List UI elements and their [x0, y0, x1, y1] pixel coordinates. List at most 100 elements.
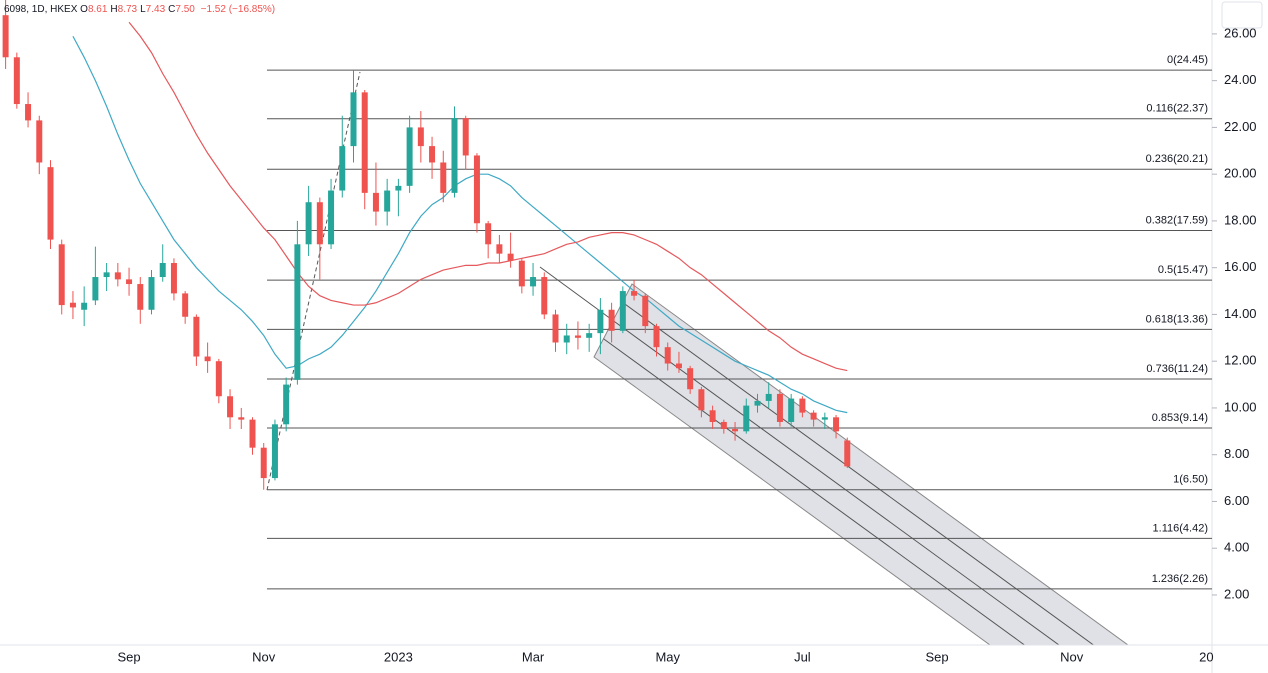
candle-body [799, 398, 806, 413]
candle-body [642, 295, 649, 327]
trend-line [266, 71, 361, 491]
candle-body [361, 92, 368, 193]
candle-body [260, 447, 267, 479]
ma-line [128, 21, 848, 372]
legend-key: L [140, 4, 146, 15]
candle-body [249, 419, 256, 448]
candle-body [597, 309, 604, 334]
channel-line [612, 320, 1060, 645]
candle-body [619, 291, 626, 331]
candle-body [833, 417, 840, 432]
candle-body [384, 190, 391, 212]
fib-label: 0.382(17.59) [1146, 214, 1208, 226]
x-tick-label: Sep [117, 649, 140, 664]
candle-body [47, 167, 54, 240]
candle-body [720, 421, 727, 429]
y-tick-label: 18.00 [1224, 212, 1257, 227]
candle-body [810, 412, 817, 420]
candle-body [69, 302, 76, 308]
candle-body [283, 384, 290, 425]
candle-body [675, 363, 682, 369]
candle-body [754, 400, 761, 406]
candle-body [485, 223, 492, 245]
candle-body [126, 279, 133, 285]
x-tick-label: Jul [794, 649, 811, 664]
y-tick-label: 12.00 [1224, 353, 1257, 368]
fib-label: 0.736(11.24) [1146, 363, 1208, 375]
candle-body [417, 127, 424, 147]
candle-body [507, 253, 514, 261]
candle-body [844, 440, 851, 467]
y-tick-label: 10.00 [1224, 399, 1257, 414]
candle-body [182, 293, 189, 317]
channel-line [622, 301, 1094, 645]
candle-body [2, 15, 9, 58]
candle-body [473, 155, 480, 224]
candle-body [58, 244, 65, 306]
candle-body [440, 162, 447, 193]
plot-area: 0(24.45) 0.116(22.37) 0.236(20.21) 0.382(17… [2, 0, 1212, 590]
candle-body [709, 410, 716, 422]
candle-body [608, 309, 615, 331]
candle-body [518, 260, 525, 287]
candle-body [821, 417, 828, 420]
y-tick-label: 6.00 [1224, 493, 1249, 508]
fib-label: 0(24.45) [1167, 54, 1208, 66]
y-tick-label: 22.00 [1224, 119, 1257, 134]
change: −1.52 (−16.85%) [200, 4, 276, 15]
candle-body [328, 190, 335, 245]
legend-value: 8.61 [87, 4, 108, 15]
fib-label: 1.116(4.42) [1153, 522, 1208, 534]
candle-body [170, 263, 177, 294]
settings-button[interactable] [1221, 1, 1263, 29]
candle-body [81, 302, 88, 310]
candle-body [462, 118, 469, 156]
channel [593, 283, 1129, 645]
candle-body [215, 361, 222, 397]
fib-label: 0.236(20.21) [1146, 153, 1208, 165]
candle-body [395, 185, 402, 191]
candle-body [664, 347, 671, 364]
legend-value: 7.50 [175, 4, 195, 15]
candle-body [204, 356, 211, 362]
candle-body [698, 389, 705, 411]
y-tick-label: 2.00 [1224, 586, 1249, 601]
legend-value: 7.43 [145, 4, 166, 15]
candle-body [238, 417, 245, 420]
candle-body [103, 272, 110, 278]
fib-label: 0.116(22.37) [1146, 103, 1208, 115]
fib-label: 1(6.50) [1173, 474, 1208, 486]
candle-body [350, 92, 357, 147]
x-tick-label: Sep [925, 649, 948, 664]
candle-body [227, 396, 234, 418]
candle-body [193, 316, 200, 357]
ohlc-legend: O8.61 H8.73 L7.43 C7.50 [80, 4, 198, 15]
y-tick-label: 16.00 [1224, 259, 1257, 274]
candle-body [732, 428, 739, 432]
x-tick-label: Nov [252, 649, 276, 664]
candle-body [294, 244, 301, 380]
y-tick-label: 4.00 [1224, 540, 1249, 555]
candle-body [92, 277, 99, 301]
fib-label: 1.236(2.26) [1152, 573, 1208, 585]
fib-label: 0.5(15.47) [1158, 264, 1208, 276]
x-tick-label: Mar [522, 649, 545, 664]
candle-body [541, 277, 548, 315]
candle-body [574, 335, 581, 338]
symbol: 6098, 1D, HKEX [4, 4, 78, 15]
ma-line [72, 35, 848, 414]
candle-body [743, 405, 750, 432]
pitchfork [539, 266, 1129, 645]
x-tick-label: May [655, 649, 680, 664]
legend-key: O [80, 4, 88, 15]
candle-body [372, 192, 379, 212]
candle-body [776, 393, 783, 422]
candle-body [765, 393, 772, 401]
candle-body [25, 104, 32, 121]
candle-body [530, 277, 537, 287]
candle-body [496, 244, 503, 254]
candle-body [451, 118, 458, 193]
header: 6098, 1D, HKEX O8.61 H8.73 L7.43 C7.50 −1.5… [4, 4, 278, 15]
legend-key: C [168, 4, 176, 15]
